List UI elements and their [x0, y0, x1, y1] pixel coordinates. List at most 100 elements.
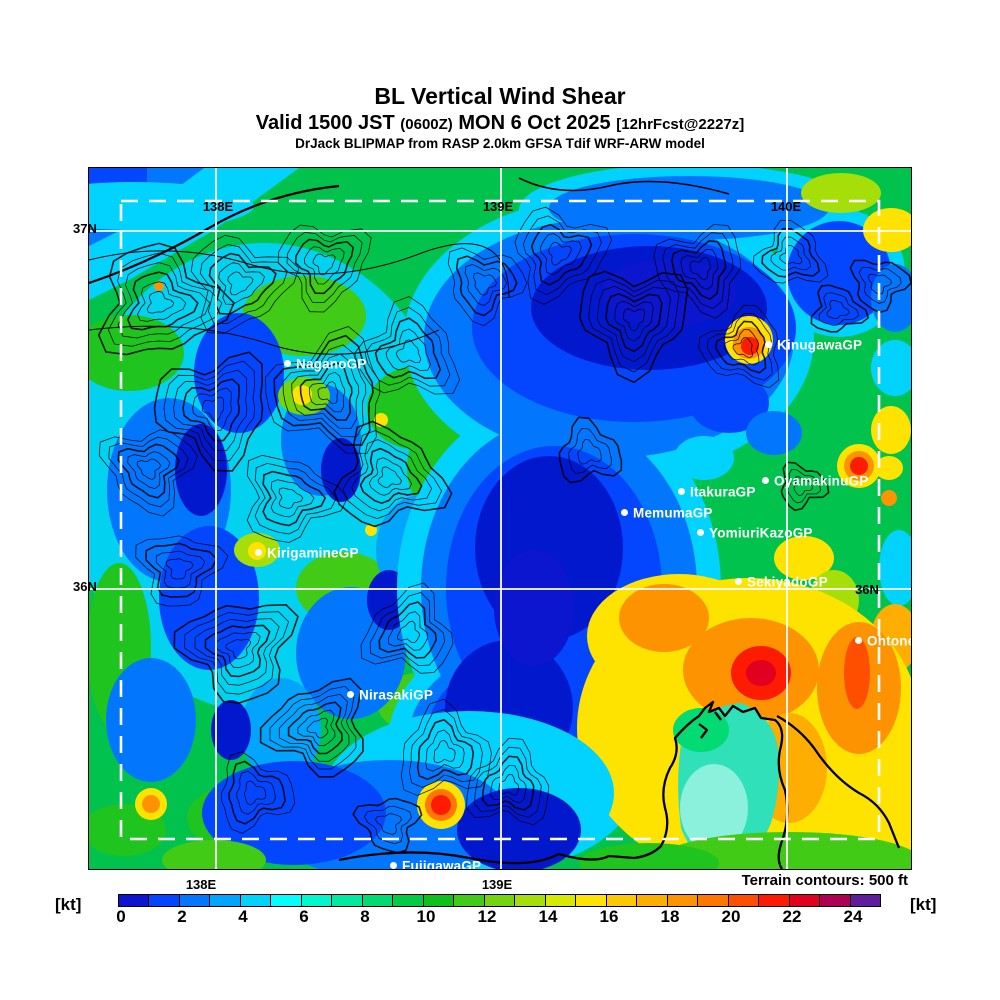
- ridge-lines: [89, 177, 730, 355]
- colorbar-tick: 0: [116, 907, 126, 926]
- colorbar-segment: [698, 895, 729, 906]
- station-dot: [765, 341, 772, 349]
- coastline: [338, 700, 901, 869]
- header: BL Vertical Wind Shear Valid 1500 JST (0…: [0, 83, 1000, 152]
- colorbar-tick: 8: [360, 907, 370, 926]
- colorbar-segment: [149, 895, 180, 906]
- station-ohtonegp: OhtoneGP: [855, 632, 911, 650]
- station-oyamakinugp: OyamakinuGP: [762, 472, 869, 490]
- station-label: OhtoneGP: [867, 633, 911, 649]
- colorbar-tick: 12: [477, 907, 497, 926]
- grid-label-140e: 140E: [770, 199, 802, 214]
- station-dot: [735, 578, 742, 586]
- station-naganogp: NaganoGP: [284, 355, 367, 373]
- colorbar-segment: [484, 895, 516, 906]
- lat-label-36n: 36N: [73, 579, 97, 594]
- station-label: KirigamineGP: [267, 545, 359, 561]
- station-fujigawagp: FujigawaGP: [390, 857, 482, 870]
- station-kirigaminegp: KirigamineGP: [255, 544, 359, 562]
- graticule: [89, 168, 911, 869]
- lon-label-138e: 138E: [185, 877, 217, 892]
- colorbar-segment: [576, 895, 607, 906]
- colorbar-ticks: 0 2 4 6 8 10 12 14 16 18 20 22 24: [116, 907, 881, 929]
- forecast-map: NaganoGP KinugawaGP OyamakinuGP ItakuraGP Me…: [88, 167, 912, 870]
- colorbar-segment: [179, 895, 211, 906]
- colorbar-segment: [454, 895, 485, 906]
- model-line: DrJack BLIPMAP from RASP 2.0km GFSA Tdif…: [295, 136, 705, 152]
- valid-date: MON 6 Oct 2025: [458, 111, 611, 134]
- station-label: YomiuriKazoGP: [709, 525, 813, 541]
- colorbar-segment: [210, 895, 241, 906]
- colorbar-tick: 6: [299, 907, 309, 926]
- colorbar-segment: [332, 895, 363, 906]
- terrain-note: Terrain contours: 500 ft: [741, 872, 908, 889]
- station-dot: [678, 488, 685, 496]
- station-label: KinugawaGP: [777, 337, 863, 353]
- station-dot: [255, 549, 262, 557]
- station-label: FujigawaGP: [402, 858, 482, 870]
- terrain-contours: [97, 206, 911, 854]
- colorbar-tick: 2: [177, 907, 187, 926]
- station-dot: [855, 637, 862, 645]
- valid-time-zulu: (0600Z): [400, 115, 453, 133]
- colorbar-segment: [271, 895, 302, 906]
- colorbar-segment: [850, 895, 881, 906]
- station-label: NaganoGP: [296, 356, 367, 372]
- colorbar-segment: [240, 895, 272, 906]
- forecast-tag: [12hrFcst@2227z]: [616, 115, 745, 133]
- station-label: NirasakiGP: [359, 687, 434, 703]
- station-label: SekiyadoGP: [747, 574, 828, 590]
- unit-label-right: [kt]: [910, 895, 937, 914]
- station-kinugawagp: KinugawaGP: [765, 336, 862, 354]
- grid-label-138e: 138E: [202, 199, 234, 214]
- colorbar-tick: 4: [238, 907, 248, 926]
- shear-colorbar: [118, 894, 881, 907]
- colorbar-segment: [301, 895, 333, 906]
- colorbar-segment: [759, 895, 790, 906]
- colorbar-tick: 14: [538, 907, 558, 926]
- lon-label-139e: 139E: [481, 877, 513, 892]
- station-dot: [762, 477, 769, 485]
- colorbar-segment: [667, 895, 699, 906]
- station-nirasakigp: NirasakiGP: [347, 686, 433, 704]
- domain-boundary: [119, 199, 881, 841]
- colorbar-segment: [515, 895, 546, 906]
- colorbar-segment: [393, 895, 424, 906]
- station-yomiurikazogp: YomiuriKazoGP: [697, 524, 813, 542]
- station-memumagp: MemumaGP: [621, 504, 713, 522]
- colorbar-tick: 24: [843, 907, 863, 926]
- colorbar-segment: [789, 895, 821, 906]
- lat-label-37n: 37N: [73, 221, 97, 236]
- grid-label-139e: 139E: [482, 199, 514, 214]
- shear-field-raster: [89, 168, 911, 869]
- station-itakuragp: ItakuraGP: [678, 483, 756, 501]
- unit-label-left: [kt]: [55, 895, 82, 914]
- station-label: ItakuraGP: [690, 484, 756, 500]
- colorbar-tick: 18: [660, 907, 680, 926]
- valid-time: Valid 1500 JST: [255, 111, 395, 134]
- station-dot: [347, 691, 354, 699]
- grid-label-36n: 36N: [855, 582, 879, 597]
- station-dot: [390, 862, 397, 869]
- colorbar-segment: [637, 895, 668, 906]
- station-label: MemumaGP: [633, 505, 713, 521]
- station-label: OyamakinuGP: [774, 473, 869, 489]
- station-sekiyadogp: SekiyadoGP: [735, 573, 828, 591]
- colorbar-segment: [545, 895, 577, 906]
- colorbar-tick: 20: [721, 907, 741, 926]
- colorbar-segment: [606, 895, 638, 906]
- colorbar-tick: 10: [416, 907, 436, 926]
- station-dot: [284, 360, 291, 368]
- colorbar-segment: [362, 895, 394, 906]
- colorbar-tick: 16: [599, 907, 619, 926]
- valid-time-line: Valid 1500 JST (0600Z) MON 6 Oct 2025 [1…: [0, 112, 1000, 134]
- colorbar-segment: [820, 895, 851, 906]
- colorbar-segment: [423, 895, 455, 906]
- page-title: BL Vertical Wind Shear: [374, 83, 626, 109]
- station-dot: [697, 529, 704, 537]
- station-dot: [621, 509, 628, 517]
- colorbar-tick: 22: [782, 907, 802, 926]
- colorbar-segment: [728, 895, 760, 906]
- colorbar-segment: [119, 895, 150, 906]
